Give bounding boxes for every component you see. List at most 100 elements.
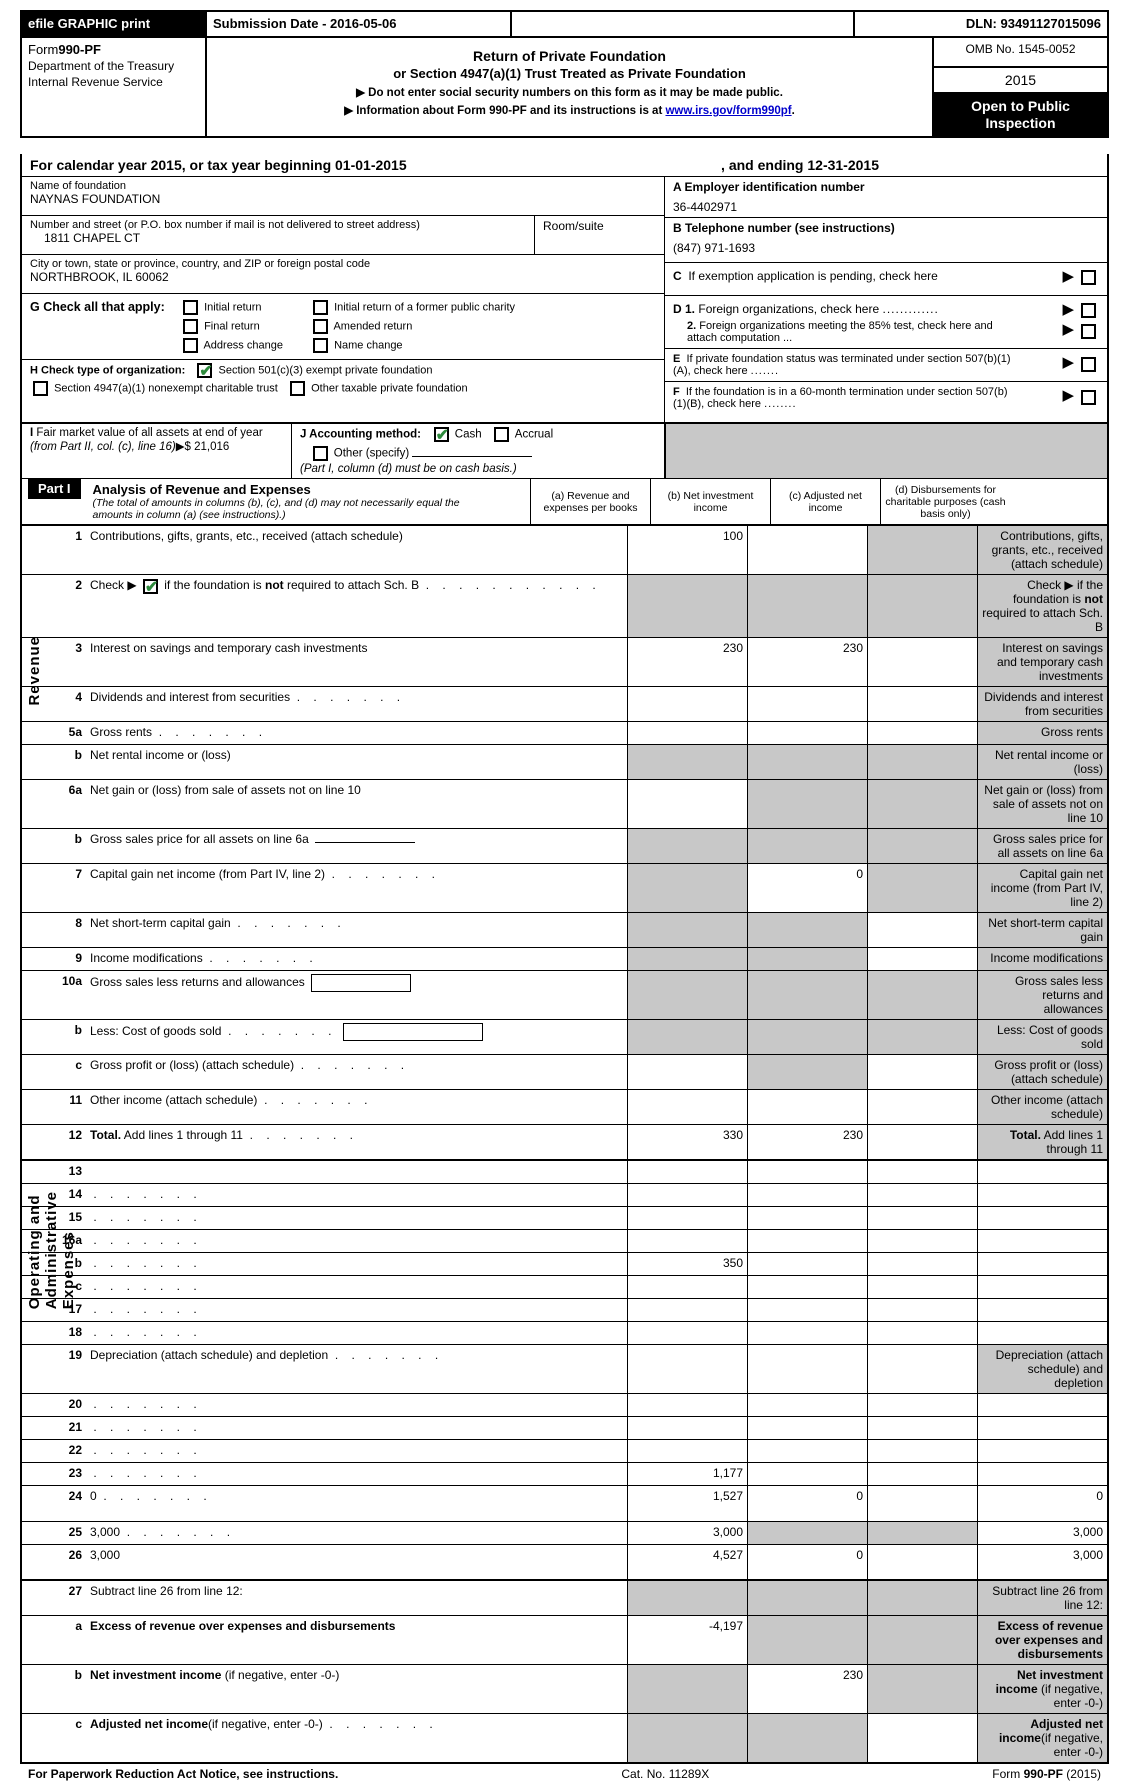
chk-d2[interactable] <box>1081 324 1096 339</box>
chk-other-taxable[interactable] <box>290 381 305 396</box>
cell-c <box>867 1020 977 1054</box>
chk-address-change[interactable] <box>183 338 198 353</box>
table-row: 14 . . . . . . . <box>22 1184 1107 1207</box>
chk-c[interactable] <box>1081 270 1096 285</box>
side-gutter <box>22 1020 50 1054</box>
cell-b <box>747 1090 867 1124</box>
chk-accrual[interactable] <box>494 427 509 442</box>
cell-a <box>627 1161 747 1183</box>
cell-c <box>867 1394 977 1416</box>
cell-c <box>867 1322 977 1344</box>
cell-d: 0 <box>977 1486 1107 1521</box>
city-value: NORTHBROOK, IL 60062 <box>30 270 656 284</box>
chk-amended[interactable] <box>313 319 328 334</box>
j-accrual-label: Accrual <box>515 429 553 441</box>
chk-other-method[interactable] <box>313 446 328 461</box>
line-desc: Dividends and interest from securities .… <box>88 687 627 721</box>
table-row: c . . . . . . . <box>22 1276 1107 1299</box>
chk-e[interactable] <box>1081 357 1096 372</box>
cell-c <box>867 780 977 828</box>
table-row: 4Dividends and interest from securities … <box>22 687 1107 722</box>
line-number: 11 <box>50 1090 88 1124</box>
ein-value: 36-4402971 <box>673 200 1099 214</box>
d2-label: Foreign organizations meeting the 85% te… <box>687 320 993 344</box>
side-gutter <box>22 829 50 863</box>
line-desc: 3,000 . . . . . . . <box>88 1522 627 1544</box>
open-inspection: Open to PublicInspection <box>934 94 1107 136</box>
line-desc: Subtract line 26 from line 12: <box>88 1581 627 1615</box>
line-number: 3 <box>50 638 88 686</box>
cell-c <box>867 1125 977 1159</box>
line-number: b <box>50 1020 88 1054</box>
header-mid: Return of Private Foundation or Section … <box>207 38 932 136</box>
part-badge: Part I <box>28 478 81 499</box>
page-footer: For Paperwork Reduction Act Notice, see … <box>20 1764 1109 1781</box>
line-number: c <box>50 1055 88 1089</box>
side-gutter <box>22 1276 50 1298</box>
chk-f[interactable] <box>1081 390 1096 405</box>
cell-b: 0 <box>747 1486 867 1521</box>
footer-form-year: (2015) <box>1063 1767 1101 1781</box>
cell-b <box>747 948 867 970</box>
line-number: b <box>50 829 88 863</box>
cell-c <box>867 829 977 863</box>
cell-a: 1,177 <box>627 1463 747 1485</box>
cell-a <box>627 1055 747 1089</box>
chk-sch-b[interactable] <box>143 579 158 594</box>
chk-initial-public[interactable] <box>313 300 328 315</box>
side-gutter <box>22 1417 50 1439</box>
cell-b <box>747 722 867 744</box>
chk-d1[interactable] <box>1081 303 1096 318</box>
cell-a <box>627 1230 747 1252</box>
chk-initial-return[interactable] <box>183 300 198 315</box>
line-number: 9 <box>50 948 88 970</box>
cell-b: 230 <box>747 1665 867 1713</box>
cell-a <box>627 1090 747 1124</box>
chk-final-return[interactable] <box>183 319 198 334</box>
note2-a: ▶ Information about Form 990-PF and its … <box>344 105 665 117</box>
cell-c <box>867 638 977 686</box>
line-desc: Gross rents . . . . . . . <box>88 722 627 744</box>
cell-b <box>747 526 867 574</box>
ij-right-shade <box>665 424 1107 478</box>
chk-501c3[interactable] <box>197 363 212 378</box>
cell-b <box>747 1055 867 1089</box>
line-desc: . . . . . . . <box>88 1230 627 1252</box>
cell-b <box>747 1394 867 1416</box>
open-line-2: Inspection <box>985 115 1055 131</box>
cell-b <box>747 913 867 947</box>
cell-b <box>747 1417 867 1439</box>
table-row: 22 . . . . . . . <box>22 1440 1107 1463</box>
line-number: 20 <box>50 1394 88 1416</box>
cell-a <box>627 1020 747 1054</box>
line-desc: . . . . . . . <box>88 1463 627 1485</box>
irs-link[interactable]: www.irs.gov/form990pf <box>665 105 791 117</box>
line-number: 21 <box>50 1417 88 1439</box>
line-number: 18 <box>50 1322 88 1344</box>
g1-label: Initial return <box>204 301 261 313</box>
cell-d: Gross profit or (loss) (attach schedule) <box>977 1055 1107 1089</box>
inline-box <box>343 1023 483 1041</box>
cell-c <box>867 1207 977 1229</box>
side-gutter <box>22 722 50 744</box>
line-desc: . . . . . . . <box>88 1276 627 1298</box>
phone-label: B Telephone number (see instructions) <box>673 221 895 235</box>
cell-a <box>627 829 747 863</box>
cell-c <box>867 1665 977 1713</box>
chk-cash[interactable] <box>434 427 449 442</box>
cell-d <box>977 1417 1107 1439</box>
h2-label: Section 4947(a)(1) nonexempt charitable … <box>54 382 278 394</box>
cell-b <box>747 1184 867 1206</box>
table-row: 20 . . . . . . . <box>22 1394 1107 1417</box>
table-row: 21 . . . . . . . <box>22 1417 1107 1440</box>
side-gutter <box>22 1184 50 1206</box>
tax-year: 2015 <box>934 68 1107 94</box>
chk-4947[interactable] <box>33 381 48 396</box>
table-row: c Gross profit or (loss) (attach schedule… <box>22 1055 1107 1090</box>
chk-name-change[interactable] <box>313 338 328 353</box>
table-row: 5aGross rents . . . . . . .Gross rents <box>22 722 1107 745</box>
header-right: OMB No. 1545-0052 2015 Open to PublicIns… <box>932 38 1107 136</box>
ein-cell: A Employer identification number 36-4402… <box>665 177 1107 218</box>
g3-label: Final return <box>204 320 260 332</box>
line-number: 1 <box>50 526 88 574</box>
